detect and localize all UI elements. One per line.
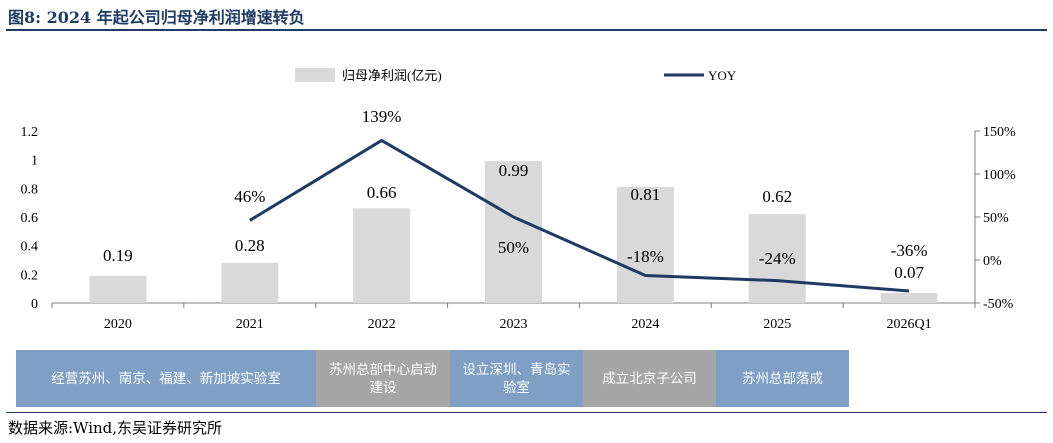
yoy-value-label: 139% — [362, 107, 402, 126]
bar — [221, 262, 279, 303]
bar — [880, 292, 938, 303]
x-tick-label: 2024 — [631, 317, 659, 332]
bar — [616, 186, 674, 303]
yoy-value-label: 46% — [234, 187, 265, 206]
bar-value-label: 0.99 — [499, 161, 529, 180]
legend-bar-swatch — [295, 68, 335, 82]
y-right-tick-label: 50% — [983, 211, 1009, 226]
milestone-band: 经营苏州、南京、福建、新加坡实验室 — [16, 350, 316, 407]
y-left-tick-label: 0.2 — [21, 268, 39, 283]
bar — [89, 275, 147, 303]
y-left-tick-label: 1.2 — [21, 125, 39, 140]
bar — [748, 214, 806, 303]
milestone-band: 设立深圳、青岛实验室 — [450, 350, 583, 407]
y-left-tick-label: 0.8 — [21, 182, 39, 197]
yoy-line — [249, 138, 910, 293]
bar-value-label: 0.07 — [894, 263, 924, 282]
x-tick-label: 2026Q1 — [887, 317, 932, 332]
bar-value-label: 0.28 — [235, 236, 265, 255]
bottom-divider — [6, 412, 1047, 413]
milestone-band: 苏州总部落成 — [716, 350, 849, 407]
y-right-tick-label: 100% — [983, 168, 1016, 183]
bar — [353, 208, 411, 303]
x-tick-label: 2023 — [500, 317, 528, 332]
y-left-tick-label: 0 — [31, 297, 38, 312]
combo-chart: 归母净利润(亿元) YOY00.20.40.60.811.2-50%0%50%10… — [21, 68, 1016, 332]
legend-line-label: YOY — [708, 68, 737, 83]
y-right-tick-label: 0% — [983, 254, 1002, 269]
yoy-value-label: 50% — [498, 238, 529, 257]
bar-value-label: 0.81 — [630, 185, 660, 204]
figure-title: 图8: 2024 年起公司归母净利润增速转负 — [8, 8, 305, 27]
y-left-tick-label: 0.6 — [21, 211, 39, 226]
x-tick-label: 2021 — [236, 317, 264, 332]
bar-value-label: 0.66 — [367, 183, 397, 202]
bar — [485, 161, 542, 303]
yoy-value-label: -36% — [891, 241, 928, 260]
y-left-tick-label: 1 — [31, 154, 38, 169]
y-left-tick-label: 0.4 — [21, 240, 39, 255]
title-divider — [6, 29, 1047, 31]
yoy-value-label: -24% — [759, 249, 796, 268]
bar-value-label: 0.62 — [762, 187, 792, 206]
x-tick-label: 2022 — [368, 317, 396, 332]
x-tick-label: 2020 — [104, 317, 132, 332]
y-right-tick-label: -50% — [983, 297, 1014, 312]
data-source: 数据来源:Wind,东吴证券研究所 — [8, 419, 223, 437]
legend-bar-label: 归母净利润(亿元) — [342, 68, 442, 83]
milestone-band: 苏州总部中心启动建设 — [316, 350, 450, 407]
x-tick-label: 2025 — [763, 317, 791, 332]
milestone-band: 成立北京子公司 — [583, 350, 716, 407]
y-right-tick-label: 150% — [983, 125, 1016, 140]
yoy-value-label: -18% — [627, 247, 664, 266]
bar-value-label: 0.19 — [103, 246, 133, 265]
